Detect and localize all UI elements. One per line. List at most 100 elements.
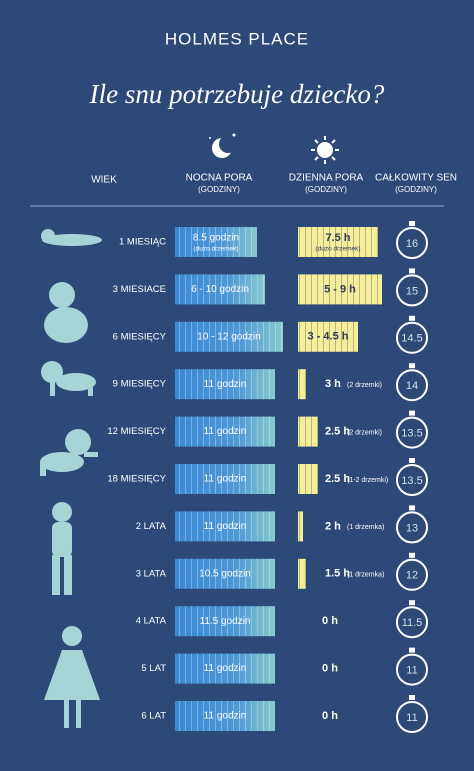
night-bar-stripes (175, 274, 265, 305)
stopwatch-crown (409, 458, 415, 463)
total-label: 14.5 (401, 333, 422, 345)
stopwatch-crown (409, 268, 415, 274)
day-bar (298, 274, 382, 305)
night-label: 8.5 godzin (193, 233, 239, 244)
col-day-unit: (GODZINY) (305, 185, 347, 194)
day-label: 2 h (325, 520, 341, 532)
sun-icon (311, 136, 339, 164)
stopwatch (396, 464, 428, 496)
stopwatch-crown (409, 410, 415, 416)
day-label: 1.5 h (325, 568, 350, 580)
day-label: 0 h (322, 615, 338, 627)
col-night-unit: (GODZINY) (198, 185, 240, 194)
col-total-unit: (GODZINY) (395, 185, 437, 194)
age-label: 3 LATA (136, 568, 167, 579)
col-total: CAŁKOWITY SEN (375, 173, 457, 184)
total-label: 15 (406, 285, 418, 297)
age-label: 4 LATA (136, 616, 167, 627)
day-note: (1 drzemka) (347, 572, 384, 579)
night-bar-stripes (175, 227, 257, 257)
day-bar (298, 511, 303, 542)
total-label: 11 (406, 712, 417, 724)
night-bar-stripes (175, 511, 275, 542)
night-bar-stripes (175, 464, 275, 494)
day-note: (1-2 drzemki) (347, 477, 388, 484)
night-label: 11 godzin (204, 474, 247, 485)
night-label: 11 godzin (204, 379, 247, 390)
stopwatch (396, 321, 428, 354)
day-note: (dużo drzemek) (315, 246, 360, 253)
moon-icon (209, 133, 237, 158)
day-bar (298, 369, 306, 400)
stopwatch-crown (409, 221, 415, 226)
day-note: (2 drzemki) (347, 382, 382, 389)
age-label: 1 MIESIĄC (119, 237, 166, 248)
night-bar-stripes (175, 416, 275, 447)
night-bar-stripes (175, 701, 275, 731)
stopwatch (396, 416, 428, 449)
night-label: 6 - 10 godzin (191, 284, 249, 295)
day-bar (298, 464, 318, 494)
total-label: 11.5 (402, 617, 423, 629)
age-label: 2 LATA (136, 521, 167, 532)
day-label: 3 - 4.5 h (308, 331, 349, 343)
total-label: 13.5 (401, 428, 422, 440)
age-label: 9 MIESIĘCY (113, 379, 167, 390)
day-label: 3 h (325, 378, 341, 390)
day-bar (298, 321, 358, 352)
stopwatch (396, 606, 428, 639)
stopwatch (396, 653, 428, 686)
stopwatch-crown (409, 552, 415, 558)
day-note: (1 drzemka) (347, 524, 384, 531)
stopwatch-crown (409, 315, 415, 321)
day-label: 5 - 9 h (324, 283, 356, 295)
day-label: 0 h (322, 663, 338, 675)
total-label: 16 (406, 238, 418, 250)
night-label: 10.5 godzin (199, 568, 251, 579)
age-label: 12 MIESIĘCY (107, 426, 166, 437)
age-label: 6 MIESIĘCY (113, 331, 167, 342)
night-label: 11 godzin (204, 521, 247, 532)
day-label: 7.5 h (325, 232, 350, 244)
stopwatch (396, 558, 428, 591)
stopwatch (396, 701, 428, 733)
stopwatch-crown (409, 647, 415, 653)
night-bar-stripes (175, 369, 275, 400)
total-label: 13 (406, 522, 418, 534)
stopwatch-crown (409, 505, 415, 511)
stopwatch (396, 511, 428, 544)
total-label: 11 (406, 665, 417, 677)
age-label: 18 MIESIĘCY (107, 474, 166, 485)
day-bar (298, 558, 306, 589)
age-label: 3 MIESIACE (113, 284, 166, 295)
stopwatch (396, 369, 428, 402)
night-bar-stripes (175, 321, 283, 352)
stopwatch-crown (409, 600, 415, 606)
col-night: NOCNA PORA (186, 173, 253, 184)
col-day: DZIENNA PORA (289, 173, 364, 184)
stopwatch (396, 227, 428, 259)
day-label: 0 h (322, 710, 338, 722)
night-bar-stripes (175, 653, 275, 684)
day-label: 2.5 h (325, 426, 350, 438)
night-bar-stripes (175, 606, 275, 637)
day-note: (2 drzemki) (347, 429, 382, 436)
day-label: 2.5 h (325, 473, 350, 485)
stopwatch (396, 274, 428, 307)
stopwatch-crown (409, 695, 415, 700)
night-label: 11 godzin (204, 711, 247, 722)
age-label: 5 LAT (141, 663, 166, 674)
night-label: 11 godzin (204, 426, 247, 437)
day-bar (298, 416, 318, 447)
night-label: 10 - 12 godzin (197, 331, 260, 342)
night-note: (dużo drzemek) (193, 246, 238, 253)
col-age: WIEK (91, 175, 117, 186)
total-label: 14 (406, 380, 418, 392)
day-bar (298, 227, 378, 257)
age-label: 6 LAT (141, 711, 166, 722)
total-label: 12 (406, 570, 418, 582)
brand: HOLMES PLACE (165, 29, 309, 48)
night-label: 11 godzin (204, 663, 247, 674)
silhouettes (40, 229, 102, 728)
